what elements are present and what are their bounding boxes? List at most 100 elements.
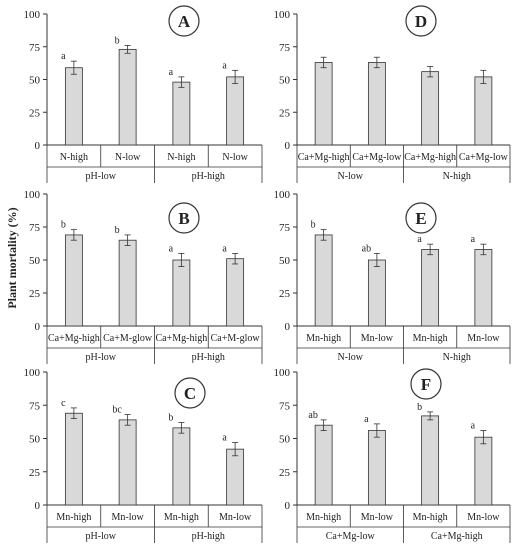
y-tick-label: 100 (24, 189, 41, 201)
category-label: Ca+Mg-high (298, 152, 350, 163)
panel-e: 0 25 50 75 100 b Mn-high ab Mn-low a Mn-high a Mn-lo… (274, 189, 511, 364)
y-tick-label: 0 (35, 321, 41, 333)
bar (314, 424, 333, 506)
bar (421, 71, 440, 146)
category-label: Mn-high (306, 512, 341, 523)
significance-letter: b (115, 225, 120, 236)
y-tick-label: 100 (24, 9, 41, 21)
group-label: pH-low (85, 531, 116, 542)
bar (172, 427, 191, 506)
significance-letter: a (417, 234, 422, 245)
group-label: pH-low (85, 171, 116, 182)
y-tick-label: 75 (279, 400, 291, 412)
bar (367, 259, 386, 327)
panel-a: 0 25 50 75 100 a N-high b N-low a N-high a N-low pH-l… (24, 5, 263, 183)
y-tick-label: 25 (29, 288, 41, 300)
y-tick-label: 25 (279, 467, 291, 479)
y-tick-label: 50 (29, 434, 41, 446)
y-tick-label: 75 (279, 42, 291, 54)
y-axis-label: Plant mortality (%) (5, 207, 19, 308)
bar (226, 76, 245, 146)
significance-letter: bc (112, 405, 122, 416)
y-tick-label: 0 (285, 140, 291, 152)
bar (421, 249, 440, 327)
bar (118, 419, 137, 506)
bar (474, 76, 493, 146)
significance-letter: b (61, 220, 66, 231)
bar (367, 430, 386, 506)
y-tick-label: 50 (279, 255, 291, 267)
category-label: Ca+M-glow (103, 333, 153, 344)
y-tick-label: 75 (29, 400, 41, 412)
panel-letter: D (415, 12, 427, 31)
bar (64, 412, 83, 506)
bar (367, 62, 386, 146)
category-label: Mn-low (467, 333, 500, 344)
y-tick-label: 0 (35, 500, 41, 512)
category-label: N-low (222, 152, 248, 163)
significance-letter: a (61, 51, 66, 62)
significance-letter: a (471, 234, 476, 245)
y-tick-label: 75 (29, 222, 41, 234)
category-label: N-low (115, 152, 141, 163)
panel-b: 0 25 50 75 100 b Ca+Mg-high b Ca+M-glow a Ca+Mg-hi… (24, 189, 263, 364)
y-tick-label: 25 (29, 107, 41, 119)
group-label: pH-high (192, 531, 225, 542)
panel-c: 0 25 50 75 100 c Mn-high bc Mn-low b Mn-high a Mn-lo… (24, 367, 263, 543)
panel-letter-circle (168, 202, 200, 234)
panel-letter: C (184, 384, 196, 403)
y-tick-label: 25 (279, 107, 291, 119)
bar (474, 436, 493, 506)
bar (421, 415, 440, 506)
panel-letter-circle (174, 377, 206, 409)
y-tick-label: 75 (29, 42, 41, 54)
category-label: Mn-low (467, 512, 500, 523)
category-label: Mn-low (112, 512, 145, 523)
panel-letter-circle (168, 5, 200, 37)
category-label: N-high (167, 152, 195, 163)
bar (226, 258, 245, 327)
y-tick-label: 50 (29, 255, 41, 267)
y-tick-label: 75 (279, 222, 291, 234)
category-label: Ca+Mg-low (459, 152, 509, 163)
group-label: pH-high (192, 171, 225, 182)
category-label: Mn-low (361, 512, 394, 523)
significance-letter: b (311, 220, 316, 231)
category-label: Ca+Mg-low (352, 152, 402, 163)
y-tick-label: 100 (274, 367, 291, 379)
y-tick-label: 50 (279, 434, 291, 446)
bar (474, 249, 493, 327)
bar (64, 234, 83, 327)
panel-f: 0 25 50 75 100 ab Mn-high a Mn-low b Mn-high a Mn-lo… (274, 367, 511, 543)
group-label: pH-high (192, 352, 225, 363)
category-label: Ca+Mg-high (156, 333, 208, 344)
significance-letter: a (222, 432, 227, 443)
panel-letter: A (178, 12, 191, 31)
group-label: Ca+Mg-high (431, 531, 483, 542)
category-label: Ca+Mg-high (404, 152, 456, 163)
bar (64, 67, 83, 146)
y-tick-label: 0 (285, 500, 291, 512)
group-label: N-low (337, 171, 363, 182)
group-label: pH-low (85, 352, 116, 363)
bar (118, 239, 137, 327)
y-tick-label: 100 (274, 9, 291, 21)
category-label: Mn-high (306, 333, 341, 344)
group-label: N-high (443, 171, 471, 182)
bar (226, 448, 245, 506)
significance-letter: a (222, 243, 227, 254)
bar (172, 81, 191, 146)
significance-letter: a (169, 243, 174, 254)
group-label: N-low (337, 352, 363, 363)
significance-letter: ab (308, 410, 317, 421)
y-tick-label: 50 (29, 75, 41, 87)
bar (172, 259, 191, 327)
bar (314, 62, 333, 146)
category-label: Ca+M-glow (211, 333, 261, 344)
y-tick-label: 100 (24, 367, 41, 379)
y-tick-label: 0 (35, 140, 41, 152)
bar (118, 48, 137, 146)
category-label: Mn-high (164, 512, 199, 523)
